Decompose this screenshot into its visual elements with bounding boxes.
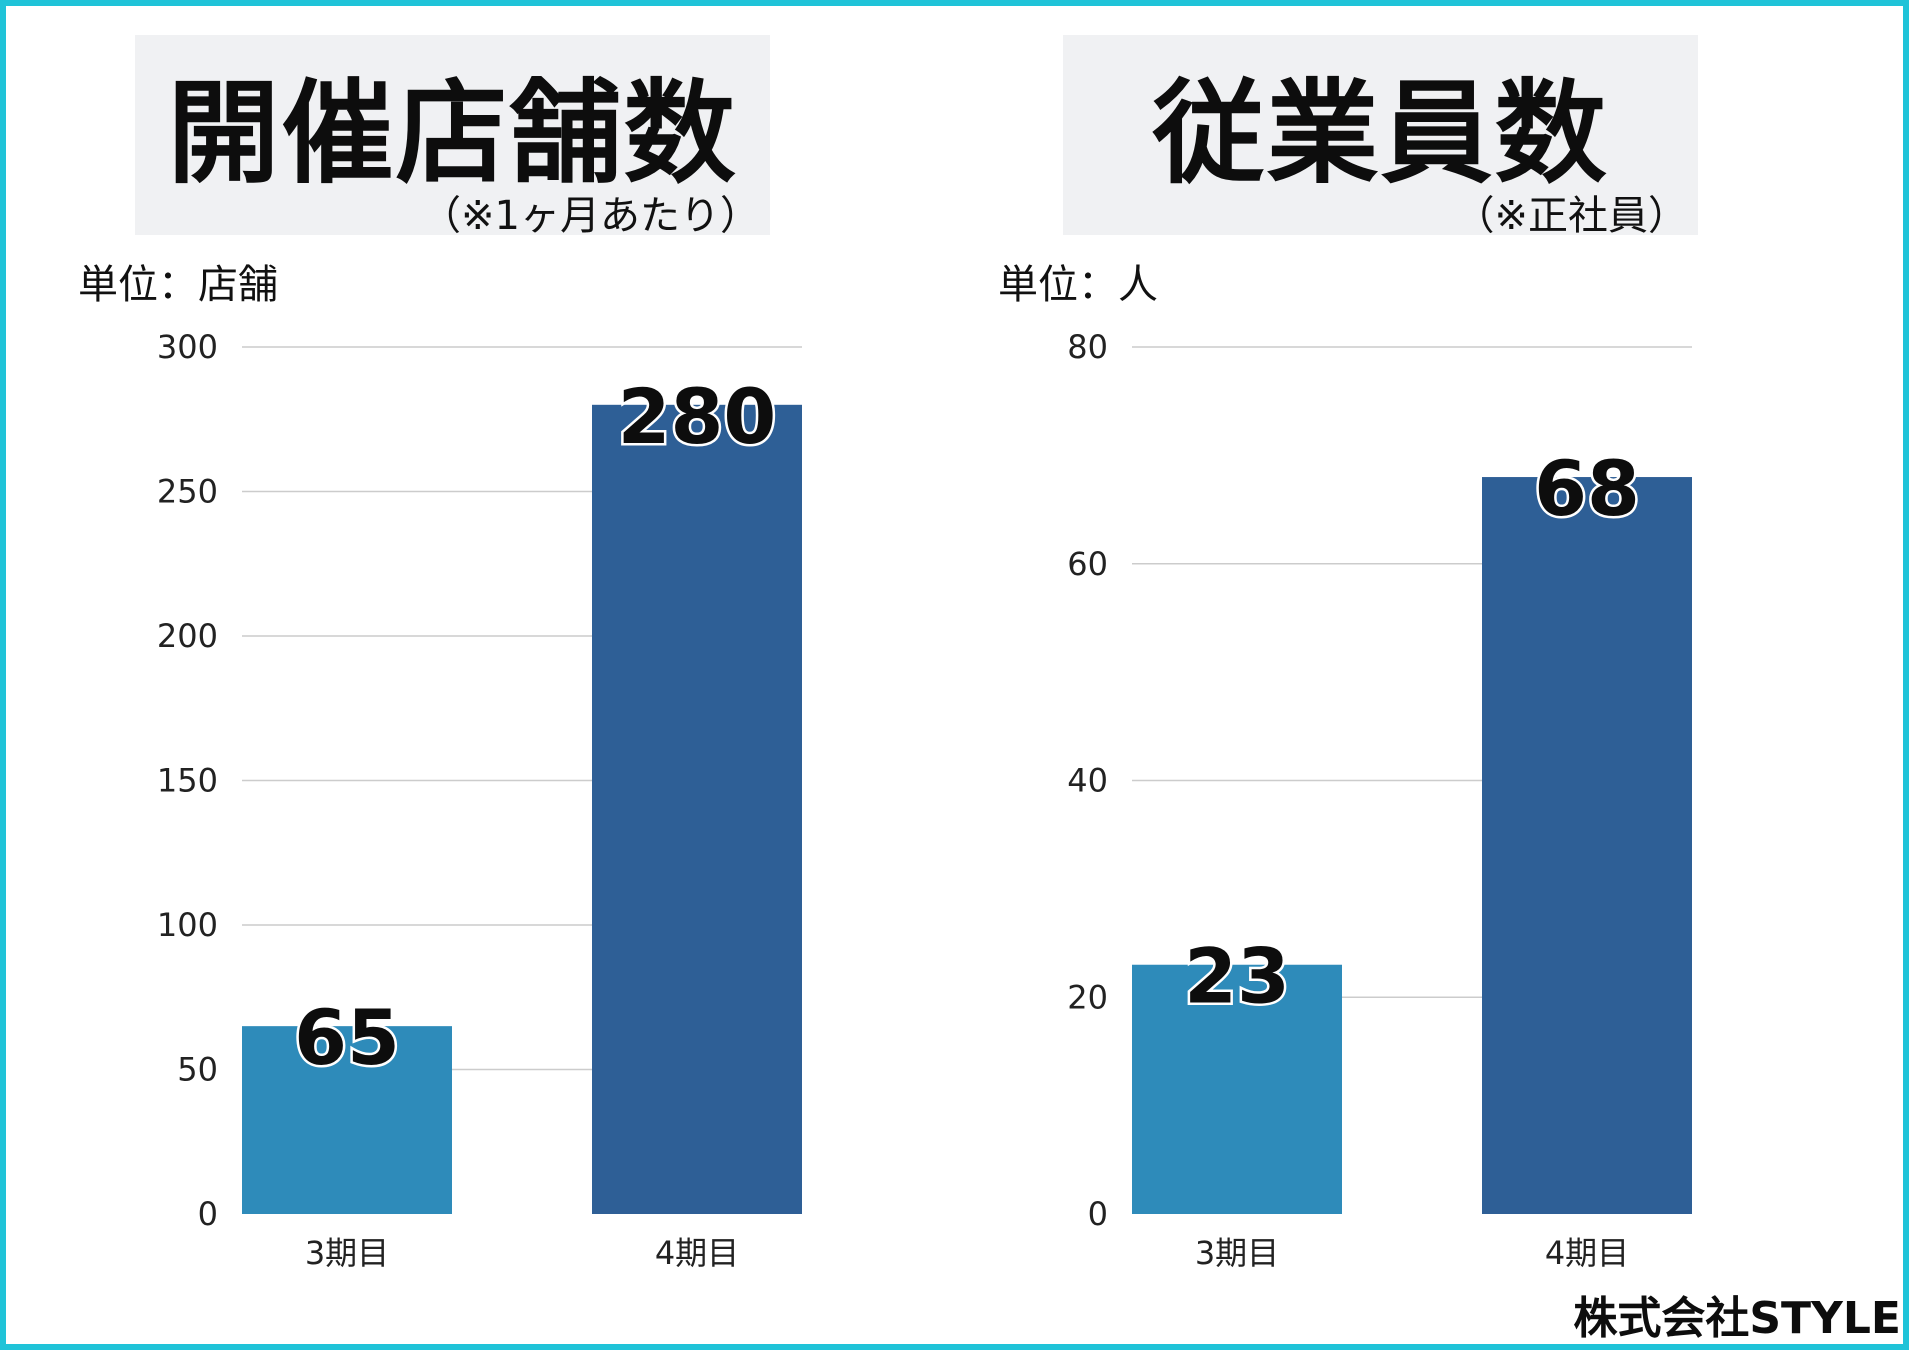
- chart-2-y-tick-label: 0: [1088, 1195, 1108, 1233]
- chart-1-title-box: 開催店舗数 （※1ヶ月あたり）: [135, 35, 770, 239]
- chart-2-title: 従業員数: [1152, 69, 1609, 199]
- chart-1-x-tick-label: 4期目: [655, 1234, 739, 1272]
- chart-1-data-label: 280: [618, 372, 777, 461]
- chart-2-data-label: 23: [1184, 932, 1290, 1021]
- chart-1-y-tick-label: 100: [157, 906, 218, 944]
- chart-1-y-tick-label: 150: [157, 762, 218, 800]
- chart-1-title: 開催店舗数: [167, 69, 738, 199]
- chart-2-data-label: 68: [1534, 444, 1640, 533]
- chart-2-x-tick-label: 4期目: [1545, 1234, 1629, 1272]
- chart-2-unit-label: 単位：人: [998, 262, 1158, 308]
- chart-1-y-tick-label: 300: [157, 328, 218, 366]
- chart-2-y-tick-label: 80: [1067, 328, 1108, 366]
- company-name: 株式会社STYLE: [1573, 1293, 1901, 1344]
- chart-2-subtitle: （※正社員）: [1454, 193, 1688, 239]
- chart-1-subtitle: （※1ヶ月あたり）: [421, 193, 760, 239]
- chart-1-bar-2: [592, 404, 802, 1214]
- chart-1-y-tick-label: 0: [198, 1195, 218, 1233]
- chart-1-data-label: 65: [294, 993, 400, 1082]
- chart-2-y-tick-label: 40: [1067, 762, 1108, 800]
- chart-1-y-tick-label: 50: [177, 1051, 218, 1089]
- chart-2-bar-1: [1132, 964, 1342, 1214]
- chart-2-y-tick-label: 20: [1067, 978, 1108, 1016]
- chart-2-title-box: 従業員数 （※正社員）: [1063, 35, 1698, 239]
- chart-2-y-tick-label: 60: [1067, 545, 1108, 583]
- chart-1-x-tick-label: 3期目: [305, 1234, 389, 1272]
- chart-1-y-tick-label: 250: [157, 473, 218, 511]
- chart-1-y-tick-label: 200: [157, 617, 218, 655]
- chart-1-unit-label: 単位：店舗: [78, 262, 278, 308]
- chart-2-x-tick-label: 3期目: [1195, 1234, 1279, 1272]
- chart-1-bar-1: [242, 1026, 452, 1214]
- chart-2-bar-2: [1482, 477, 1692, 1214]
